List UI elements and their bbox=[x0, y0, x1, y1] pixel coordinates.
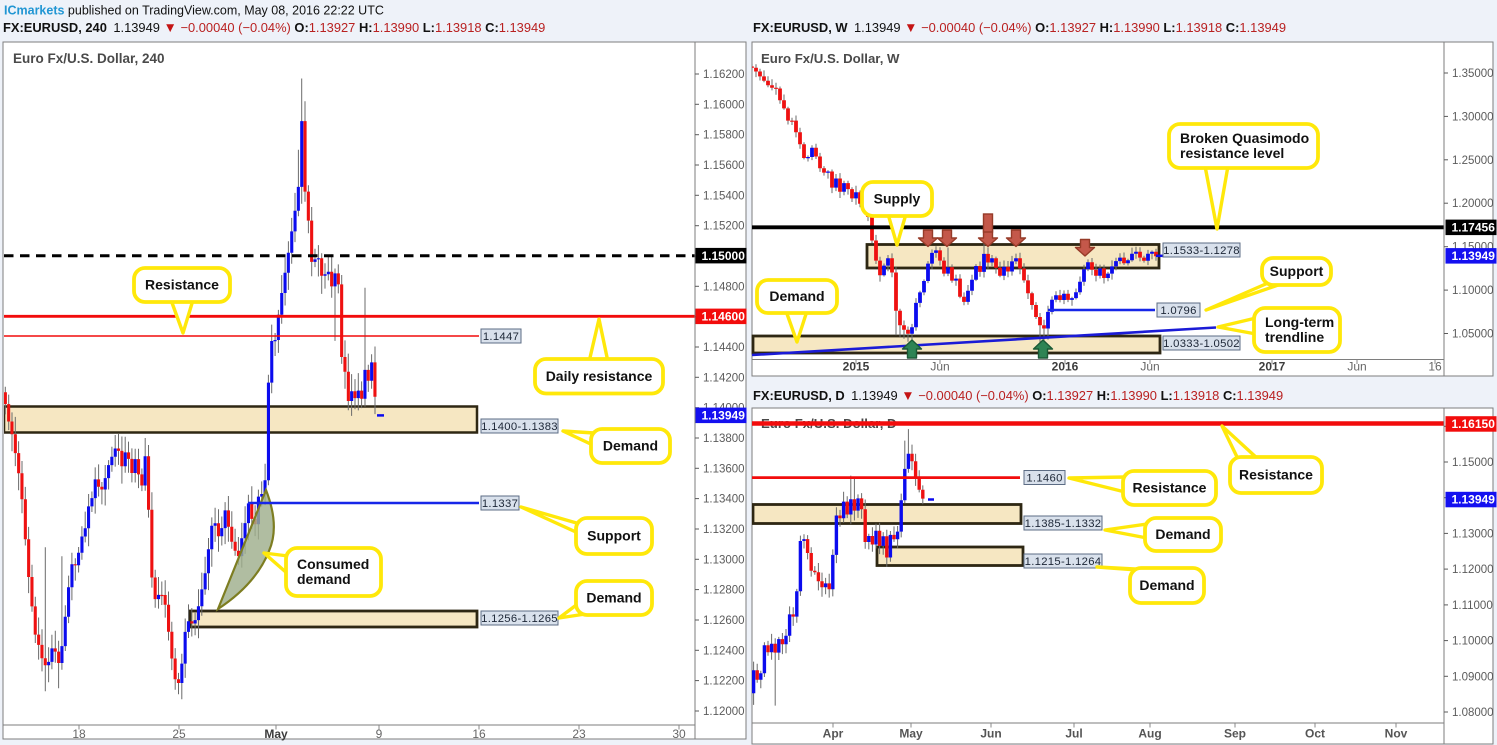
svg-text:1.12000: 1.12000 bbox=[1452, 564, 1494, 576]
svg-text:Oct: Oct bbox=[1305, 727, 1325, 741]
svg-text:18: 18 bbox=[72, 727, 86, 741]
svg-text:1.13949: 1.13949 bbox=[702, 409, 746, 423]
svg-text:1.16000: 1.16000 bbox=[703, 99, 745, 111]
svg-text:1.30000: 1.30000 bbox=[1452, 111, 1494, 123]
svg-text:1.15400: 1.15400 bbox=[703, 190, 745, 202]
svg-text:1.12000: 1.12000 bbox=[703, 706, 745, 718]
svg-text:ICmarkets published on Trading: ICmarkets published on TradingView.com, … bbox=[4, 4, 384, 18]
svg-text:Jun: Jun bbox=[1347, 360, 1366, 374]
svg-text:Daily resistance: Daily resistance bbox=[546, 368, 653, 384]
svg-text:1.12400: 1.12400 bbox=[703, 645, 745, 657]
svg-text:1.14200: 1.14200 bbox=[703, 372, 745, 384]
svg-text:1.10000: 1.10000 bbox=[1452, 636, 1494, 648]
svg-text:Long-term: Long-term bbox=[1265, 314, 1334, 330]
svg-text:1.09000: 1.09000 bbox=[1452, 671, 1494, 683]
svg-text:demand: demand bbox=[297, 571, 351, 587]
svg-text:1.14600: 1.14600 bbox=[702, 309, 746, 323]
svg-text:Consumed: Consumed bbox=[297, 556, 369, 572]
svg-text:FX:EURUSD, W 1.13949 ▼ −0.0004: FX:EURUSD, W 1.13949 ▼ −0.00040 (−0.04%)… bbox=[753, 20, 1286, 35]
svg-text:May: May bbox=[899, 727, 923, 741]
svg-text:1.1337: 1.1337 bbox=[482, 498, 518, 510]
svg-text:1.1447: 1.1447 bbox=[483, 331, 519, 343]
svg-text:1.11000: 1.11000 bbox=[1452, 600, 1493, 612]
svg-text:1.13000: 1.13000 bbox=[1452, 528, 1494, 540]
svg-text:1.1256-1.1265: 1.1256-1.1265 bbox=[481, 613, 558, 625]
svg-text:1.13400: 1.13400 bbox=[703, 494, 745, 506]
svg-text:Aug: Aug bbox=[1138, 727, 1161, 741]
svg-text:1.1533-1.1278: 1.1533-1.1278 bbox=[1163, 245, 1240, 257]
svg-text:1.17456: 1.17456 bbox=[1452, 220, 1496, 234]
svg-text:1.13200: 1.13200 bbox=[703, 524, 745, 536]
svg-text:16: 16 bbox=[1428, 360, 1442, 374]
svg-text:1.0796: 1.0796 bbox=[1160, 305, 1196, 317]
svg-text:Broken Quasimodo: Broken Quasimodo bbox=[1180, 130, 1309, 146]
svg-text:1.35000: 1.35000 bbox=[1452, 68, 1494, 80]
svg-text:9: 9 bbox=[376, 727, 383, 741]
svg-text:Jun: Jun bbox=[980, 727, 1001, 741]
svg-text:Resistance: Resistance bbox=[145, 277, 219, 293]
svg-text:Support: Support bbox=[1270, 263, 1324, 279]
svg-text:1.13949: 1.13949 bbox=[1452, 249, 1496, 263]
svg-text:resistance level: resistance level bbox=[1180, 145, 1284, 161]
svg-text:1.15000: 1.15000 bbox=[1452, 457, 1494, 469]
svg-text:Apr: Apr bbox=[823, 727, 844, 741]
svg-text:Support: Support bbox=[587, 528, 641, 544]
svg-text:1.13000: 1.13000 bbox=[703, 554, 745, 566]
svg-text:30: 30 bbox=[672, 727, 686, 741]
svg-text:1.10000: 1.10000 bbox=[1452, 285, 1494, 297]
svg-text:1.1215-1.1264: 1.1215-1.1264 bbox=[1025, 556, 1102, 568]
svg-text:1.05000: 1.05000 bbox=[1452, 329, 1494, 341]
svg-text:1.15800: 1.15800 bbox=[703, 130, 745, 142]
svg-text:1.12600: 1.12600 bbox=[703, 615, 745, 627]
svg-text:Resistance: Resistance bbox=[1133, 480, 1207, 496]
svg-text:Demand: Demand bbox=[603, 438, 658, 454]
svg-text:16: 16 bbox=[472, 727, 486, 741]
svg-text:Jun: Jun bbox=[930, 360, 949, 374]
svg-text:Euro Fx/U.S. Dollar, W: Euro Fx/U.S. Dollar, W bbox=[761, 51, 900, 66]
svg-text:May: May bbox=[264, 727, 288, 741]
svg-text:2017: 2017 bbox=[1259, 360, 1286, 374]
svg-text:1.13949: 1.13949 bbox=[1452, 493, 1496, 507]
svg-text:1.16200: 1.16200 bbox=[703, 69, 745, 81]
svg-text:1.12800: 1.12800 bbox=[703, 585, 745, 597]
svg-text:1.20000: 1.20000 bbox=[1452, 198, 1494, 210]
svg-text:1.15600: 1.15600 bbox=[703, 160, 745, 172]
svg-text:1.12200: 1.12200 bbox=[703, 676, 745, 688]
svg-text:1.08000: 1.08000 bbox=[1452, 707, 1494, 719]
svg-text:1.14400: 1.14400 bbox=[703, 342, 745, 354]
svg-text:1.25000: 1.25000 bbox=[1452, 155, 1494, 167]
svg-text:Jul: Jul bbox=[1065, 727, 1082, 741]
svg-text:trendline: trendline bbox=[1265, 329, 1324, 345]
svg-text:Demand: Demand bbox=[1139, 577, 1194, 593]
svg-text:1.1460: 1.1460 bbox=[1026, 472, 1062, 484]
svg-text:Resistance: Resistance bbox=[1239, 467, 1313, 483]
svg-text:25: 25 bbox=[172, 727, 186, 741]
svg-text:Demand: Demand bbox=[1155, 526, 1210, 542]
svg-text:1.16150: 1.16150 bbox=[1452, 417, 1496, 431]
svg-text:1.14800: 1.14800 bbox=[703, 281, 745, 293]
svg-text:Euro Fx/U.S. Dollar, 240: Euro Fx/U.S. Dollar, 240 bbox=[13, 51, 165, 66]
svg-text:Sep: Sep bbox=[1224, 727, 1246, 741]
svg-text:FX:EURUSD, D 1.13949 ▼ −0.0004: FX:EURUSD, D 1.13949 ▼ −0.00040 (−0.04%)… bbox=[753, 388, 1283, 403]
svg-text:Demand: Demand bbox=[586, 590, 641, 606]
svg-text:1.13600: 1.13600 bbox=[703, 463, 745, 475]
svg-text:Demand: Demand bbox=[769, 288, 824, 304]
svg-text:1.0333-1.0502: 1.0333-1.0502 bbox=[1163, 338, 1240, 350]
svg-text:Nov: Nov bbox=[1385, 727, 1408, 741]
svg-text:1.13800: 1.13800 bbox=[703, 433, 745, 445]
svg-text:2016: 2016 bbox=[1052, 360, 1079, 374]
svg-text:1.1400-1.1383: 1.1400-1.1383 bbox=[481, 421, 558, 433]
svg-text:1.15200: 1.15200 bbox=[703, 221, 745, 233]
svg-text:2015: 2015 bbox=[843, 360, 870, 374]
svg-text:Jun: Jun bbox=[1140, 360, 1159, 374]
svg-text:1.1385-1.1332: 1.1385-1.1332 bbox=[1025, 518, 1102, 530]
svg-text:FX:EURUSD, 240 1.13949 ▼ −0.00: FX:EURUSD, 240 1.13949 ▼ −0.00040 (−0.04… bbox=[3, 20, 545, 35]
svg-text:23: 23 bbox=[572, 727, 586, 741]
svg-text:Supply: Supply bbox=[874, 191, 921, 207]
svg-text:1.15000: 1.15000 bbox=[702, 249, 746, 263]
